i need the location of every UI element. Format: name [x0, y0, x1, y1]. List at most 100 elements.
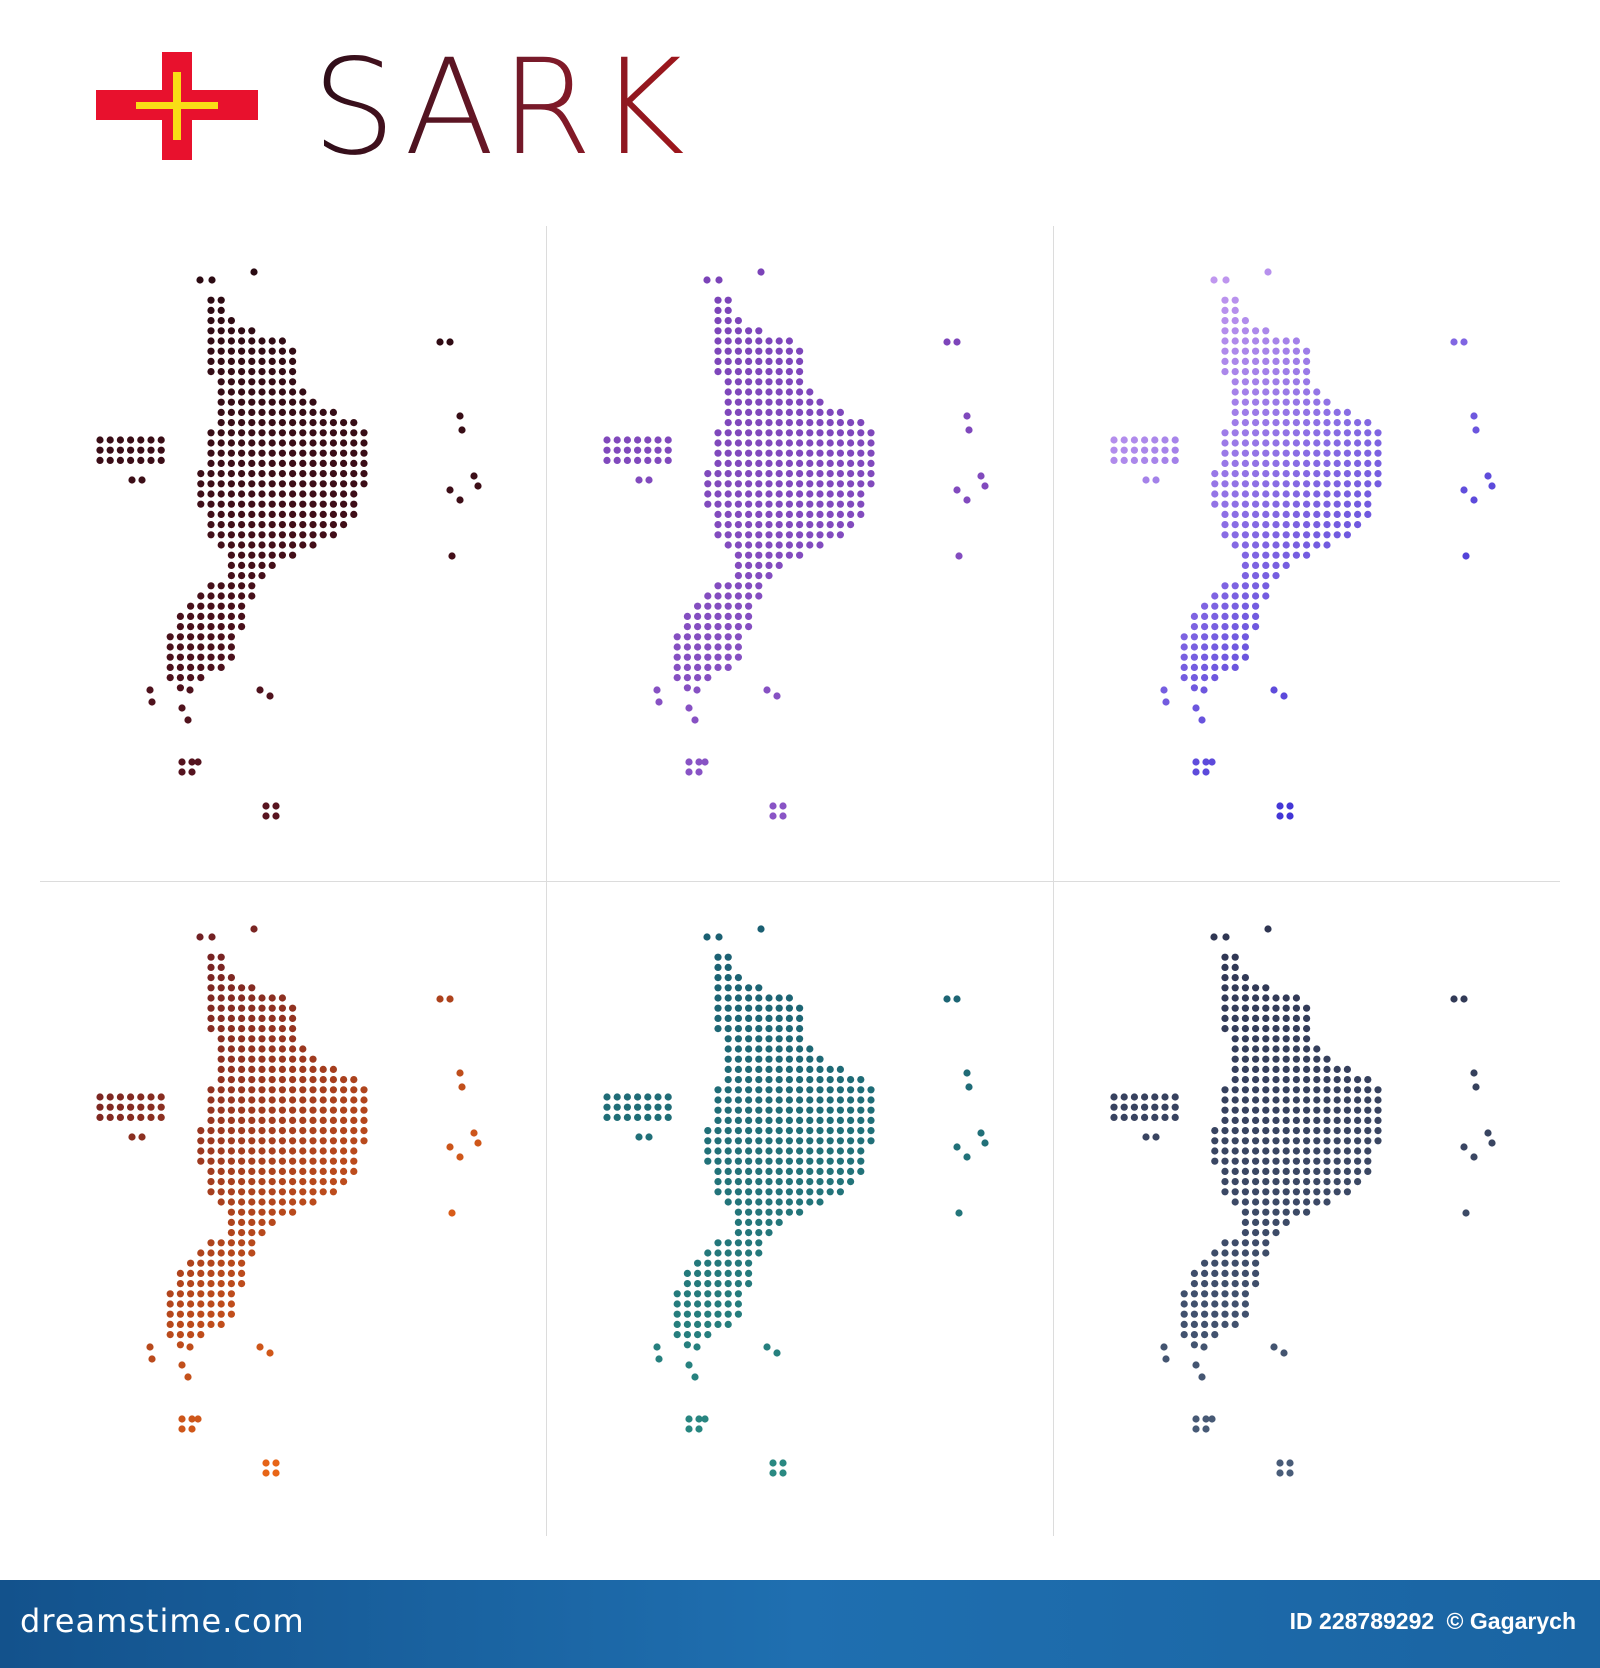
map-dot [1252, 347, 1260, 355]
map-dot [796, 1137, 804, 1145]
map-dot [796, 510, 804, 518]
map-dot [1323, 1086, 1331, 1094]
map-dot [765, 449, 773, 457]
map-dot [227, 1218, 235, 1226]
map-dot [268, 368, 276, 376]
map-dot [340, 500, 348, 508]
map-dot [238, 1106, 246, 1114]
map-dot [1364, 1086, 1372, 1094]
map-dot [187, 623, 195, 631]
map-dot [685, 1425, 693, 1433]
map-dot [953, 1143, 961, 1151]
map-dot [654, 1113, 662, 1121]
map-dot [1323, 1127, 1331, 1135]
map-dot [178, 758, 186, 766]
map-dot [1354, 1137, 1362, 1145]
map-dot [1231, 521, 1239, 529]
map-dot [127, 1103, 135, 1111]
map-dot [1272, 994, 1280, 1002]
map-dot [694, 1310, 702, 1318]
map-dot [775, 490, 783, 498]
map-dot [1333, 1065, 1341, 1073]
map-dot [258, 357, 266, 365]
map-dot [953, 338, 961, 346]
map-dot [724, 1035, 732, 1043]
map-dot [176, 643, 184, 651]
map-dot [227, 1096, 235, 1104]
map-dot [1110, 1093, 1118, 1101]
map-dot [289, 1065, 297, 1073]
map-dot [1210, 276, 1218, 284]
map-dot [724, 317, 732, 325]
map-dot [1241, 1229, 1249, 1237]
map-dot [755, 327, 763, 335]
map-dot [319, 459, 327, 467]
map-dot [779, 802, 787, 810]
map-dot [248, 1116, 256, 1124]
map-dot [289, 398, 297, 406]
map-dot [613, 1103, 621, 1111]
map-dot [258, 378, 266, 386]
map-dot [238, 1096, 246, 1104]
map-dot [268, 1198, 276, 1206]
map-dot [1313, 521, 1321, 529]
map-dot [1120, 456, 1128, 464]
map-dot [248, 1106, 256, 1114]
map-dot [227, 541, 235, 549]
map-dot [683, 663, 691, 671]
map-dot [309, 1055, 317, 1063]
map-dot [785, 1147, 793, 1155]
map-dot [258, 1096, 266, 1104]
map-dot [796, 1127, 804, 1135]
map-dot [227, 357, 235, 365]
map-dot [1120, 436, 1128, 444]
map-dot [1241, 1208, 1249, 1216]
map-dot [1262, 419, 1270, 427]
dreamstime-logo[interactable]: dreamstime.com [20, 1602, 305, 1640]
map-dot [1190, 1269, 1198, 1277]
map-dot [836, 1137, 844, 1145]
map-dot [765, 572, 773, 580]
map-dot [965, 426, 973, 434]
map-dot [157, 446, 165, 454]
map-dot [745, 459, 753, 467]
map-dot [1262, 1065, 1270, 1073]
map-dot [785, 1025, 793, 1033]
map-dot [745, 1239, 753, 1247]
map-dot [1252, 1086, 1260, 1094]
map-dot [1231, 1086, 1239, 1094]
map-dot [1120, 1113, 1128, 1121]
map-dot [248, 357, 256, 365]
map-dot [1282, 500, 1290, 508]
map-dot [685, 758, 693, 766]
map-dot [217, 500, 225, 508]
map-dot [1241, 623, 1249, 631]
map-dot [765, 408, 773, 416]
map-dot [1313, 1065, 1321, 1073]
map-dot [1231, 1055, 1239, 1063]
map-dot [268, 1004, 276, 1012]
map-dot [278, 480, 286, 488]
map-dot [1222, 276, 1230, 284]
map-dot [796, 470, 804, 478]
map-dot [1272, 1167, 1280, 1175]
guernsey-flag-icon [96, 52, 258, 160]
map-dot [184, 1373, 192, 1381]
map-dot [137, 1093, 145, 1101]
map-dot [796, 531, 804, 539]
map-dot [1221, 1096, 1229, 1104]
map-dot [289, 490, 297, 498]
map-dot [755, 1086, 763, 1094]
map-dot [745, 531, 753, 539]
map-dot [227, 1065, 235, 1073]
map-dot [1180, 1331, 1188, 1339]
map-dot [248, 408, 256, 416]
map-dot [1231, 1198, 1239, 1206]
map-dot [360, 449, 368, 457]
map-dot [319, 521, 327, 529]
map-dot [1313, 459, 1321, 467]
map-dot [1190, 1310, 1198, 1318]
map-dot [857, 470, 865, 478]
map-dot [1241, 1178, 1249, 1186]
map-dot [816, 1076, 824, 1084]
